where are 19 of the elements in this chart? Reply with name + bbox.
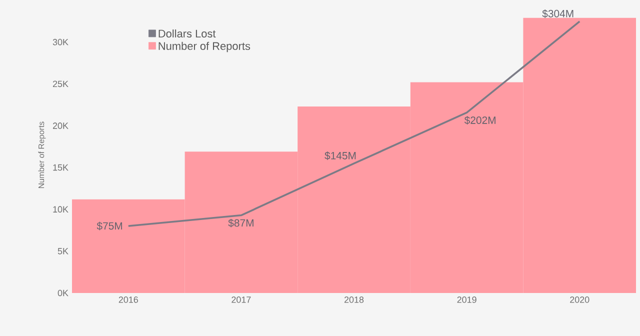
data-label: $202M	[464, 116, 496, 125]
y-tick-label: 25K	[52, 80, 68, 88]
y-tick-label: 15K	[53, 164, 68, 171]
y-tick-label: 5K	[58, 248, 68, 254]
y-tick-label: 30K	[52, 38, 68, 46]
data-label: $145M	[324, 152, 356, 160]
x-tick-label: 2019	[457, 296, 476, 303]
data-label: $304M	[542, 9, 574, 18]
y-tick-label: 20K	[52, 122, 68, 129]
legend-label: Number of Reports	[158, 42, 250, 52]
y-tick-label: 0K	[58, 290, 68, 296]
legend-label: Dollars Lost	[158, 29, 216, 38]
x-tick-label: 2018	[344, 296, 364, 303]
y-tick-label: 10K	[53, 206, 68, 213]
data-label: $87M	[228, 218, 254, 228]
x-tick-label: 2017	[232, 296, 251, 303]
data-label: $75M	[96, 222, 122, 230]
x-tick-label: 2016	[118, 296, 138, 303]
x-tick-label: 2020	[570, 296, 590, 303]
